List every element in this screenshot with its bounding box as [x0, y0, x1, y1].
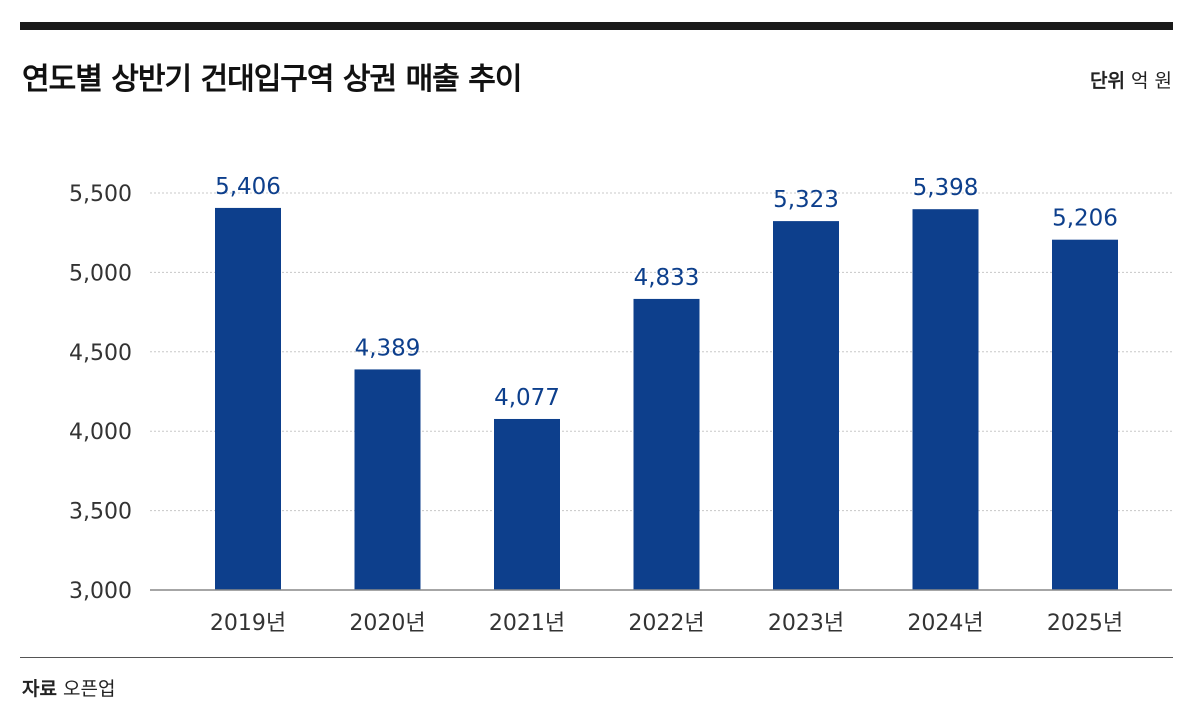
unit-label: 단위: [1089, 70, 1125, 92]
top-rule: [20, 22, 1173, 30]
bar-value-label: 4,833: [634, 265, 700, 291]
bar: [912, 209, 979, 590]
source-note: 자료 오픈업: [22, 674, 115, 701]
source-value: 오픈업: [63, 678, 116, 700]
x-tick-label: 2022년: [628, 611, 704, 636]
unit-value: 억 원: [1131, 70, 1172, 92]
chart-title: 연도별 상반기 건대입구역 상권 매출 추이: [22, 62, 522, 97]
x-tick-label: 2019년: [210, 611, 286, 636]
bar: [1052, 239, 1118, 590]
bar-value-label: 5,206: [1052, 206, 1118, 232]
source-label: 자료: [22, 678, 57, 700]
y-tick-label: 5,000: [69, 261, 132, 286]
bar-value-label: 5,323: [773, 187, 839, 213]
bar: [633, 298, 700, 590]
bar-value-label: 4,389: [355, 335, 421, 361]
y-tick-label: 5,500: [69, 182, 132, 207]
y-tick-label: 3,500: [69, 500, 132, 525]
bar: [354, 369, 421, 590]
x-tick-label: 2023년: [768, 611, 844, 636]
y-tick-label: 4,500: [69, 341, 132, 366]
bar: [773, 221, 839, 590]
bar: [215, 207, 281, 591]
x-tick-label: 2024년: [907, 611, 983, 636]
x-tick-label: 2021년: [489, 611, 565, 636]
bar-value-label: 5,406: [215, 174, 281, 200]
x-tick-label: 2025년: [1047, 611, 1123, 636]
bar-value-label: 5,398: [913, 175, 979, 201]
bar-value-label: 4,077: [494, 385, 560, 411]
unit-note: 단위 억 원: [1090, 66, 1172, 93]
y-tick-label: 3,000: [69, 579, 132, 604]
y-tick-label: 4,000: [69, 420, 132, 445]
bar: [494, 418, 560, 590]
bottom-rule: [20, 657, 1173, 658]
x-tick-label: 2020년: [349, 611, 425, 636]
